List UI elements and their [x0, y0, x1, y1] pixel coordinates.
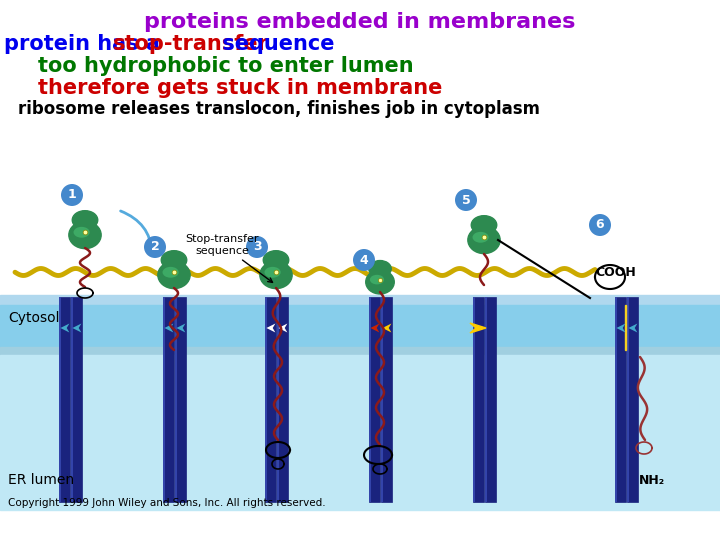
- Text: Copyright 1999 John Wiley and Sons, Inc. All rights reserved.: Copyright 1999 John Wiley and Sons, Inc.…: [8, 498, 325, 508]
- Circle shape: [589, 214, 611, 236]
- Bar: [472, 297, 484, 502]
- Polygon shape: [629, 323, 637, 333]
- Ellipse shape: [72, 211, 98, 229]
- Ellipse shape: [161, 251, 186, 269]
- Bar: [163, 297, 174, 502]
- Ellipse shape: [73, 227, 90, 238]
- Bar: [0, 347, 720, 357]
- Text: NH₂: NH₂: [639, 474, 665, 487]
- Polygon shape: [60, 323, 69, 333]
- Bar: [163, 297, 166, 502]
- Bar: [276, 297, 279, 502]
- Text: Cytosol: Cytosol: [8, 311, 60, 325]
- Bar: [485, 297, 495, 502]
- Bar: [380, 297, 392, 502]
- Bar: [614, 297, 617, 502]
- Text: 4: 4: [359, 253, 369, 267]
- Bar: [626, 297, 637, 502]
- Ellipse shape: [158, 261, 190, 288]
- Bar: [380, 297, 383, 502]
- Polygon shape: [279, 323, 287, 333]
- Bar: [264, 297, 276, 502]
- Bar: [0, 295, 720, 310]
- Bar: [58, 297, 61, 502]
- Polygon shape: [370, 323, 379, 333]
- Bar: [276, 297, 287, 502]
- Circle shape: [246, 236, 268, 258]
- Ellipse shape: [472, 215, 497, 234]
- Bar: [0, 125, 720, 510]
- Text: protein has a: protein has a: [4, 34, 167, 54]
- Bar: [624, 305, 626, 350]
- Circle shape: [61, 184, 83, 206]
- Polygon shape: [470, 323, 486, 333]
- Text: proteins embedded in membranes: proteins embedded in membranes: [144, 12, 576, 32]
- Text: ribosome releases translocon, finishes job in cytoplasm: ribosome releases translocon, finishes j…: [18, 100, 540, 118]
- Bar: [369, 297, 372, 502]
- Bar: [264, 297, 267, 502]
- Text: 5: 5: [462, 193, 470, 206]
- Polygon shape: [616, 323, 626, 333]
- Bar: [614, 297, 626, 502]
- Text: 3: 3: [253, 240, 261, 253]
- Ellipse shape: [260, 261, 292, 288]
- Text: COOH: COOH: [595, 266, 636, 279]
- Ellipse shape: [366, 270, 395, 294]
- Polygon shape: [176, 323, 186, 333]
- Ellipse shape: [370, 275, 384, 285]
- Bar: [369, 297, 379, 502]
- Circle shape: [455, 189, 477, 211]
- Bar: [0, 355, 720, 510]
- Text: 1: 1: [68, 188, 76, 201]
- Ellipse shape: [69, 221, 101, 248]
- Bar: [174, 297, 186, 502]
- Ellipse shape: [369, 260, 391, 277]
- Ellipse shape: [264, 267, 281, 278]
- Text: too hydrophobic to enter lumen: too hydrophobic to enter lumen: [38, 56, 413, 76]
- Text: stop-transfer: stop-transfer: [113, 34, 269, 54]
- Text: 2: 2: [150, 240, 159, 253]
- Bar: [472, 297, 475, 502]
- Circle shape: [144, 236, 166, 258]
- Bar: [485, 297, 487, 502]
- Ellipse shape: [264, 251, 289, 269]
- Polygon shape: [266, 323, 275, 333]
- Polygon shape: [164, 323, 174, 333]
- Text: 6: 6: [595, 219, 604, 232]
- Bar: [626, 297, 629, 502]
- Bar: [71, 297, 73, 502]
- Text: Stop-transfer
sequence: Stop-transfer sequence: [185, 234, 273, 282]
- Text: sequence: sequence: [215, 34, 334, 54]
- Text: therefore gets stuck in membrane: therefore gets stuck in membrane: [38, 78, 442, 98]
- Bar: [0, 305, 720, 350]
- Polygon shape: [73, 323, 81, 333]
- Bar: [58, 297, 70, 502]
- Bar: [174, 297, 177, 502]
- Text: ER lumen: ER lumen: [8, 473, 74, 487]
- Polygon shape: [382, 323, 392, 333]
- Ellipse shape: [472, 232, 489, 242]
- Ellipse shape: [163, 267, 179, 278]
- Circle shape: [353, 249, 375, 271]
- Bar: [71, 297, 81, 502]
- Ellipse shape: [468, 226, 500, 254]
